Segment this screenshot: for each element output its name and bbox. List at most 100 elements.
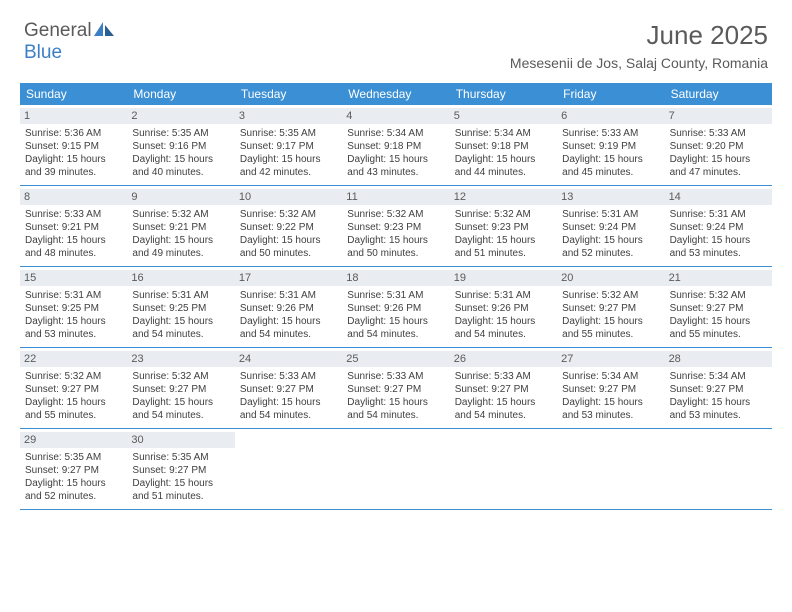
daylight-text: Daylight: 15 hours (670, 153, 767, 166)
day-cell: 14Sunrise: 5:31 AMSunset: 9:24 PMDayligh… (665, 186, 772, 266)
sunset-text: Sunset: 9:19 PM (562, 140, 659, 153)
daylight-text: and 54 minutes. (132, 328, 229, 341)
daylight-text: Daylight: 15 hours (347, 153, 444, 166)
sunrise-text: Sunrise: 5:33 AM (562, 127, 659, 140)
sunrise-text: Sunrise: 5:31 AM (240, 289, 337, 302)
sunset-text: Sunset: 9:24 PM (562, 221, 659, 234)
weekday-header: Thursday (450, 83, 557, 105)
location-text: Mesesenii de Jos, Salaj County, Romania (510, 55, 768, 71)
day-cell: 26Sunrise: 5:33 AMSunset: 9:27 PMDayligh… (450, 348, 557, 428)
day-cell: 22Sunrise: 5:32 AMSunset: 9:27 PMDayligh… (20, 348, 127, 428)
day-cell: 10Sunrise: 5:32 AMSunset: 9:22 PMDayligh… (235, 186, 342, 266)
day-number: 2 (127, 108, 234, 124)
day-cell (235, 429, 342, 509)
sunset-text: Sunset: 9:27 PM (562, 383, 659, 396)
daylight-text: Daylight: 15 hours (562, 153, 659, 166)
daylight-text: and 50 minutes. (240, 247, 337, 260)
day-cell: 13Sunrise: 5:31 AMSunset: 9:24 PMDayligh… (557, 186, 664, 266)
day-cell: 5Sunrise: 5:34 AMSunset: 9:18 PMDaylight… (450, 105, 557, 185)
daylight-text: and 42 minutes. (240, 166, 337, 179)
daylight-text: and 40 minutes. (132, 166, 229, 179)
day-number: 14 (665, 189, 772, 205)
daylight-text: Daylight: 15 hours (562, 396, 659, 409)
day-number: 29 (20, 432, 127, 448)
sunrise-text: Sunrise: 5:32 AM (347, 208, 444, 221)
day-cell (665, 429, 772, 509)
day-number: 17 (235, 270, 342, 286)
daylight-text: and 52 minutes. (562, 247, 659, 260)
sunrise-text: Sunrise: 5:31 AM (347, 289, 444, 302)
day-cell: 28Sunrise: 5:34 AMSunset: 9:27 PMDayligh… (665, 348, 772, 428)
sunrise-text: Sunrise: 5:31 AM (670, 208, 767, 221)
daylight-text: and 54 minutes. (455, 328, 552, 341)
sunrise-text: Sunrise: 5:33 AM (240, 370, 337, 383)
sunrise-text: Sunrise: 5:32 AM (240, 208, 337, 221)
sunset-text: Sunset: 9:24 PM (670, 221, 767, 234)
daylight-text: and 53 minutes. (670, 409, 767, 422)
day-cell: 7Sunrise: 5:33 AMSunset: 9:20 PMDaylight… (665, 105, 772, 185)
day-number: 19 (450, 270, 557, 286)
day-number: 25 (342, 351, 449, 367)
day-number: 24 (235, 351, 342, 367)
day-number: 18 (342, 270, 449, 286)
day-cell: 4Sunrise: 5:34 AMSunset: 9:18 PMDaylight… (342, 105, 449, 185)
day-cell: 16Sunrise: 5:31 AMSunset: 9:25 PMDayligh… (127, 267, 234, 347)
daylight-text: Daylight: 15 hours (132, 396, 229, 409)
sunrise-text: Sunrise: 5:34 AM (347, 127, 444, 140)
daylight-text: Daylight: 15 hours (562, 234, 659, 247)
weekday-header-row: Sunday Monday Tuesday Wednesday Thursday… (20, 83, 772, 105)
daylight-text: and 55 minutes. (562, 328, 659, 341)
weekday-header: Wednesday (342, 83, 449, 105)
sunrise-text: Sunrise: 5:33 AM (455, 370, 552, 383)
daylight-text: and 54 minutes. (132, 409, 229, 422)
sunrise-text: Sunrise: 5:35 AM (132, 127, 229, 140)
sunset-text: Sunset: 9:26 PM (455, 302, 552, 315)
daylight-text: and 54 minutes. (455, 409, 552, 422)
daylight-text: Daylight: 15 hours (670, 396, 767, 409)
sunset-text: Sunset: 9:23 PM (455, 221, 552, 234)
sunrise-text: Sunrise: 5:31 AM (132, 289, 229, 302)
day-cell: 29Sunrise: 5:35 AMSunset: 9:27 PMDayligh… (20, 429, 127, 509)
sunset-text: Sunset: 9:23 PM (347, 221, 444, 234)
daylight-text: and 53 minutes. (670, 247, 767, 260)
sunset-text: Sunset: 9:27 PM (25, 464, 122, 477)
day-number: 22 (20, 351, 127, 367)
day-cell: 8Sunrise: 5:33 AMSunset: 9:21 PMDaylight… (20, 186, 127, 266)
sunset-text: Sunset: 9:16 PM (132, 140, 229, 153)
day-number: 11 (342, 189, 449, 205)
sunset-text: Sunset: 9:27 PM (347, 383, 444, 396)
logo-sail-icon (94, 22, 114, 36)
day-number: 1 (20, 108, 127, 124)
daylight-text: Daylight: 15 hours (25, 315, 122, 328)
daylight-text: Daylight: 15 hours (240, 315, 337, 328)
day-number: 28 (665, 351, 772, 367)
sunset-text: Sunset: 9:27 PM (670, 383, 767, 396)
day-number: 12 (450, 189, 557, 205)
sunrise-text: Sunrise: 5:32 AM (562, 289, 659, 302)
logo-text: General Blue (24, 20, 114, 64)
page-title: June 2025 (510, 20, 768, 51)
daylight-text: Daylight: 15 hours (25, 477, 122, 490)
day-number: 16 (127, 270, 234, 286)
sunrise-text: Sunrise: 5:33 AM (25, 208, 122, 221)
sunrise-text: Sunrise: 5:36 AM (25, 127, 122, 140)
sunset-text: Sunset: 9:18 PM (455, 140, 552, 153)
day-number: 20 (557, 270, 664, 286)
daylight-text: Daylight: 15 hours (670, 315, 767, 328)
daylight-text: Daylight: 15 hours (347, 396, 444, 409)
sunset-text: Sunset: 9:27 PM (562, 302, 659, 315)
day-cell (342, 429, 449, 509)
day-cell: 23Sunrise: 5:32 AMSunset: 9:27 PMDayligh… (127, 348, 234, 428)
sunrise-text: Sunrise: 5:32 AM (670, 289, 767, 302)
daylight-text: Daylight: 15 hours (132, 315, 229, 328)
day-number: 26 (450, 351, 557, 367)
weekday-header: Sunday (20, 83, 127, 105)
daylight-text: and 47 minutes. (670, 166, 767, 179)
day-number: 30 (127, 432, 234, 448)
daylight-text: and 54 minutes. (240, 328, 337, 341)
weekday-header: Monday (127, 83, 234, 105)
sunrise-text: Sunrise: 5:32 AM (132, 208, 229, 221)
day-cell: 21Sunrise: 5:32 AMSunset: 9:27 PMDayligh… (665, 267, 772, 347)
daylight-text: and 45 minutes. (562, 166, 659, 179)
day-number: 6 (557, 108, 664, 124)
